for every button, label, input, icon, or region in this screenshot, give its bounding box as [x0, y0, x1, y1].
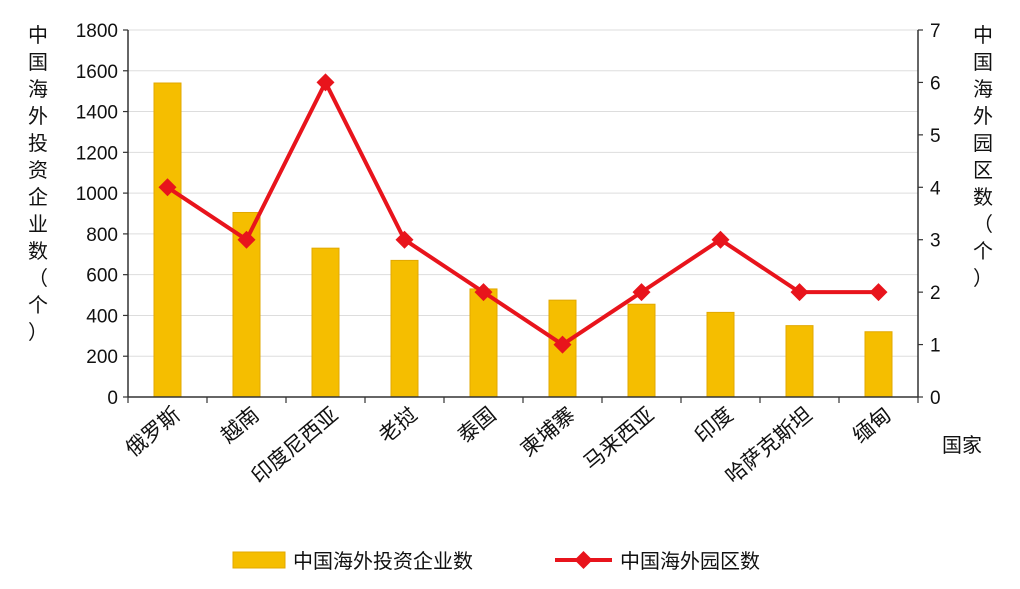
category-label: 马来西亚 — [579, 402, 659, 474]
left-tick-label: 1800 — [76, 21, 118, 42]
left-tick-label: 200 — [86, 347, 118, 368]
category-label: 印度 — [690, 402, 738, 447]
left-axis-title-char: 数 — [28, 239, 48, 263]
bar-10 — [864, 331, 893, 398]
category-label: 印度尼西亚 — [247, 402, 343, 488]
right-tick-label: 6 — [930, 73, 941, 94]
bar-8 — [706, 311, 735, 398]
left-tick-label: 1400 — [76, 103, 118, 124]
right-tick-label: 0 — [930, 388, 941, 409]
left-tick-label: 1200 — [76, 143, 118, 164]
bar-9 — [785, 325, 814, 398]
x-axis-title: 国家 — [942, 433, 982, 457]
left-tick-label: 400 — [86, 306, 118, 327]
legend-bar-swatch — [232, 551, 286, 569]
right-axis-title-char: 海 — [973, 77, 993, 101]
right-axis-title-char: 园 — [973, 131, 993, 155]
left-axis-title-char: （ — [28, 266, 48, 290]
line-point-1 — [158, 178, 177, 197]
line-point-5 — [474, 283, 493, 302]
line-point-10 — [869, 283, 888, 302]
left-axis-title: 中国海外投资企业数 （ 个 ） — [28, 23, 48, 344]
right-axis-title-char: （ — [973, 212, 993, 236]
line-point-9 — [790, 283, 809, 302]
bar-5 — [469, 288, 498, 398]
legend[interactable]: 中国海外投资企业数 中国海外园区数 — [232, 549, 760, 573]
category-label: 老挝 — [374, 402, 422, 447]
legend-line-marker — [574, 551, 593, 569]
right-axis-title-char: 数 — [973, 185, 993, 209]
line-series — [158, 73, 888, 354]
line-point-4 — [395, 230, 414, 249]
line-point-2 — [237, 230, 256, 249]
left-axis-title-char: 外 — [28, 104, 48, 128]
category-label: 柬埔寨 — [516, 402, 580, 461]
left-tick-label: 0 — [107, 388, 118, 409]
left-axis-title-char: 企 — [28, 185, 48, 209]
axis-titles: 中国海外投资企业数（个）中国海外园区数（个）国家 — [28, 23, 993, 457]
left-tick-label: 600 — [86, 266, 118, 287]
left-tick-label: 1600 — [76, 62, 118, 83]
right-axis-title-char: 国 — [973, 50, 993, 74]
bar-1 — [153, 82, 182, 398]
left-tick-label: 800 — [86, 225, 118, 246]
left-axis-title-char: 投 — [28, 131, 48, 155]
bar-series — [153, 82, 893, 398]
legend-bar-label: 中国海外投资企业数 — [293, 549, 473, 573]
right-tick-label: 3 — [930, 231, 941, 252]
left-axis-title-char: 国 — [28, 50, 48, 74]
right-axis-title-char: 外 — [973, 104, 993, 128]
line-point-6 — [553, 335, 572, 354]
right-axis-title-char: 中 — [973, 23, 993, 47]
category-label: 泰国 — [453, 402, 501, 447]
bar-7 — [627, 303, 656, 398]
left-axis-title-char: 中 — [28, 23, 48, 47]
right-tick-label: 7 — [930, 21, 941, 42]
category-label: 缅甸 — [848, 402, 896, 447]
left-tick-label: 1000 — [76, 184, 118, 205]
bar-3 — [311, 247, 340, 398]
bar-4 — [390, 259, 419, 398]
right-tick-label: 5 — [930, 126, 941, 147]
legend-line-label: 中国海外园区数 — [620, 549, 760, 573]
right-axis-title-char: 区 — [973, 158, 993, 182]
left-axis-title-char: 个 — [28, 293, 48, 317]
right-axis-ticks: 0 1 2 3 4 5 6 7 — [930, 21, 941, 409]
left-axis-title-char: 资 — [28, 158, 48, 182]
left-axis-title-char: 业 — [28, 212, 48, 236]
left-axis-ticks: 0 200 400 600 800 1000 1200 1400 1600 1800 — [76, 21, 118, 409]
category-label: 哈萨克斯坦 — [721, 402, 817, 488]
category-label: 越南 — [216, 402, 264, 447]
line-point-3 — [316, 73, 335, 92]
line-point-8 — [711, 230, 730, 249]
line-point-7 — [632, 283, 651, 302]
axes — [123, 29, 923, 403]
category-label: 俄罗斯 — [121, 402, 185, 461]
right-axis-title-char: 个 — [973, 239, 993, 263]
right-tick-label: 1 — [930, 336, 941, 357]
right-tick-label: 4 — [930, 178, 941, 199]
left-axis-title-char: 海 — [28, 77, 48, 101]
right-axis-title: 中国海外园区数 （ 个 ） — [973, 23, 993, 290]
right-tick-label: 2 — [930, 283, 941, 304]
left-axis-title-char: ） — [28, 320, 48, 344]
right-axis-title-char: ） — [973, 266, 993, 290]
line-path — [166, 80, 879, 347]
